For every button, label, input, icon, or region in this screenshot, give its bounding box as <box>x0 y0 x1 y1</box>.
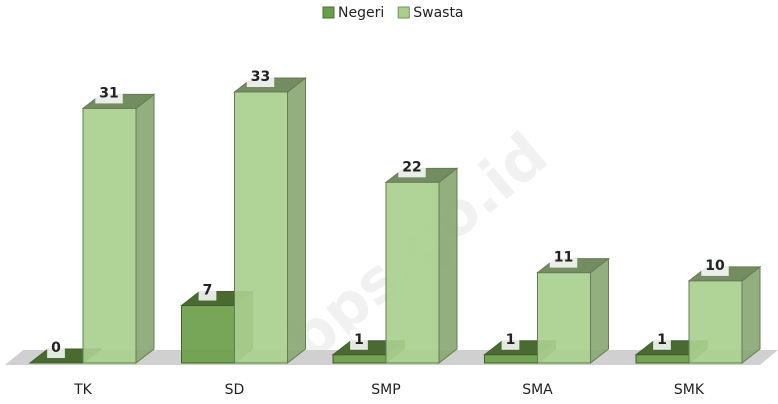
value-label-box <box>350 329 368 350</box>
bar <box>181 305 235 364</box>
value-label: 10 <box>705 258 725 274</box>
value-label-box <box>653 329 671 350</box>
value-label-box <box>47 338 65 358</box>
bar-side <box>135 93 155 365</box>
x-tick-label: SD <box>225 382 245 398</box>
bar-side <box>741 265 761 365</box>
legend-label: Swasta <box>413 5 463 21</box>
bar-side <box>590 257 609 365</box>
value-label: 22 <box>402 159 421 175</box>
x-tick-label: SMK <box>674 382 705 398</box>
legend-label: Negeri <box>338 5 384 21</box>
x-tick-label: SMP <box>371 382 400 398</box>
value-label: 0 <box>51 340 61 356</box>
value-label: 7 <box>203 283 213 299</box>
bar <box>537 272 591 364</box>
value-label: 33 <box>251 69 270 85</box>
bar <box>234 91 288 364</box>
value-label: 1 <box>657 332 667 348</box>
bar <box>484 354 538 364</box>
bar <box>82 107 137 364</box>
value-label-box <box>246 67 275 87</box>
value-label-box <box>398 157 426 178</box>
value-label: 1 <box>506 332 516 348</box>
bar-side <box>438 167 458 365</box>
value-label: 31 <box>99 85 118 101</box>
bar <box>385 181 440 364</box>
value-label: 1 <box>354 332 364 348</box>
legend-swatch <box>397 6 410 19</box>
value-label-box <box>701 255 729 276</box>
value-label: 11 <box>554 250 573 266</box>
value-label-box <box>549 247 578 268</box>
value-label-box <box>198 280 217 301</box>
bar-side <box>287 76 306 365</box>
bar <box>635 354 690 364</box>
x-tick-label: SMA <box>522 382 553 398</box>
value-label-box <box>95 83 123 104</box>
legend-swatch <box>322 6 335 19</box>
x-tick-label: TK <box>73 382 93 398</box>
value-label-box <box>501 329 520 350</box>
bar <box>332 354 387 364</box>
bar <box>688 280 743 364</box>
